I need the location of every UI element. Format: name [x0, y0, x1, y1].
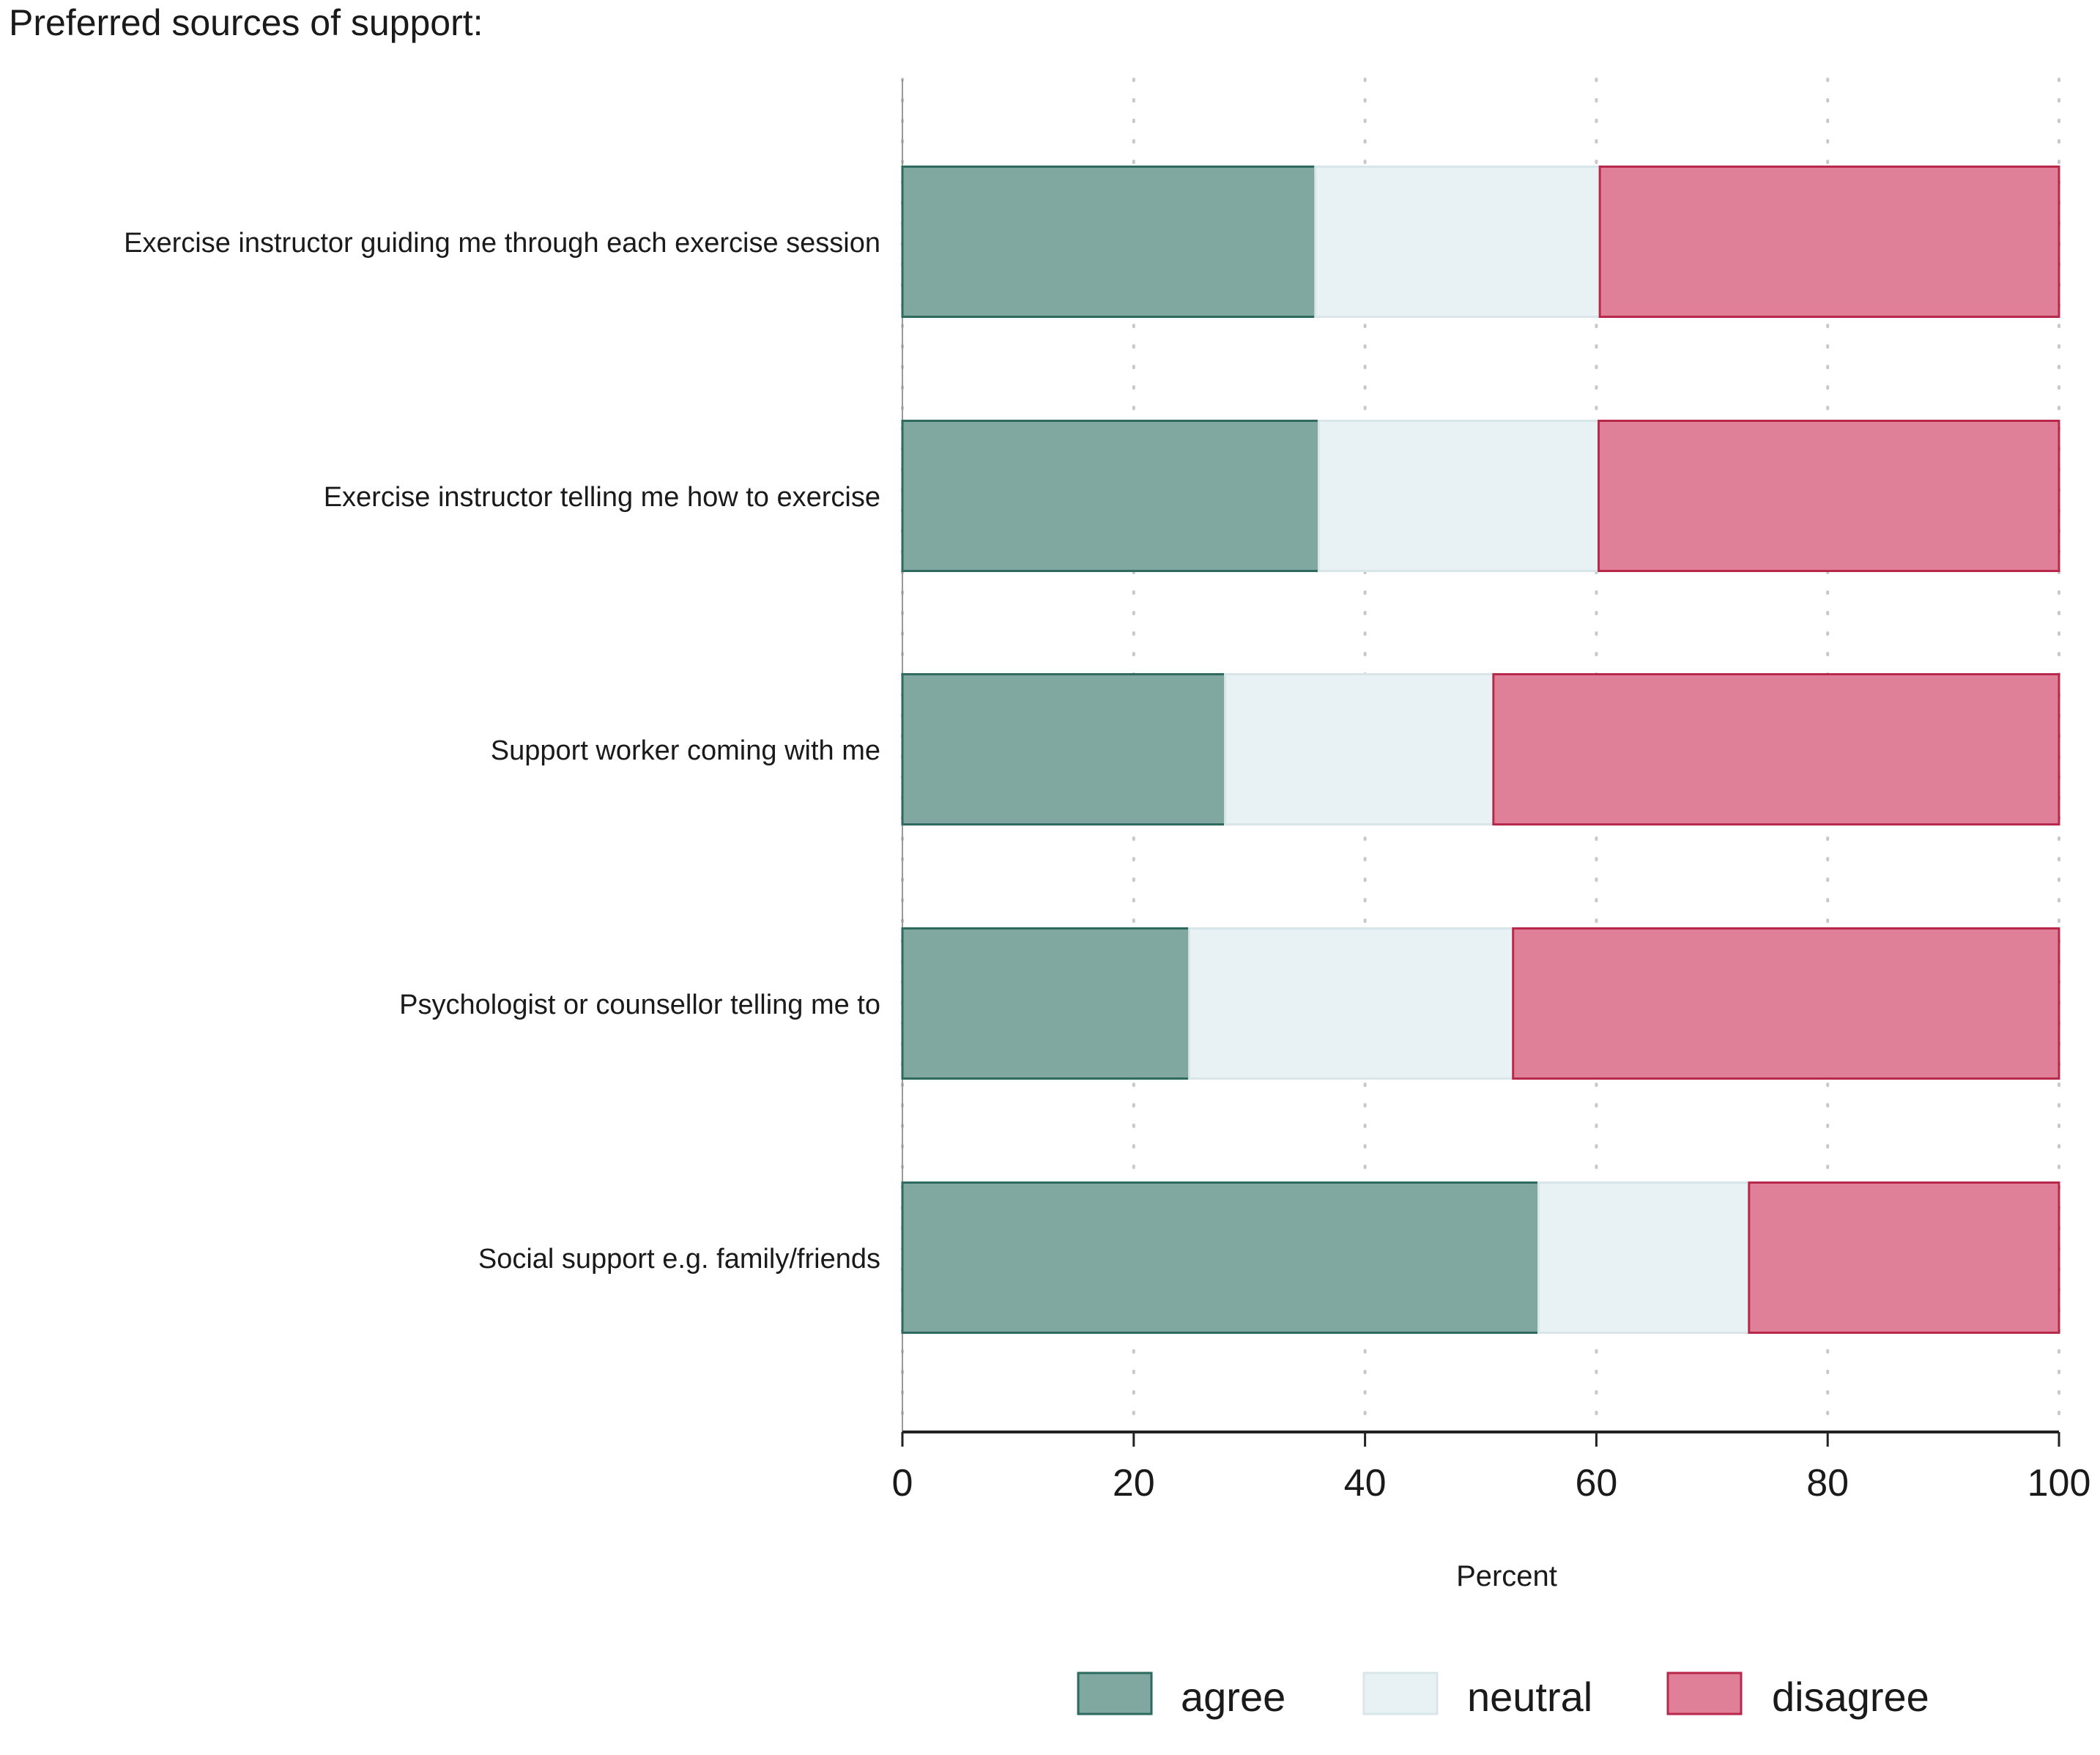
bar-agree [901, 420, 1320, 572]
x-axis-label: Percent [1456, 1560, 1557, 1592]
bar-disagree [1492, 673, 2060, 825]
bar-agree [901, 673, 1227, 825]
legend-swatch-neutral [1362, 1671, 1439, 1715]
bar-agree [901, 1181, 1540, 1334]
category-label: Psychologist or counsellor telling me to [399, 990, 880, 1020]
bar-disagree [1512, 927, 2060, 1080]
x-tick-label: 80 [1806, 1462, 1849, 1504]
x-tick-label: 40 [1344, 1462, 1387, 1504]
bar-agree [901, 166, 1317, 318]
legend-swatch-disagree [1666, 1671, 1743, 1715]
legend-swatch-agree [1077, 1671, 1153, 1715]
x-tick-label: 60 [1575, 1462, 1617, 1504]
chart-title: Preferred sources of support: [9, 2, 483, 43]
x-tick-label: 20 [1113, 1462, 1155, 1504]
bar-disagree [1598, 166, 2060, 318]
bar-disagree [1598, 420, 2060, 572]
bar-neutral [1314, 166, 1601, 318]
legend-label-neutral: neutral [1467, 1674, 1592, 1720]
x-tick-label: 0 [892, 1462, 913, 1504]
legend-label-disagree: disagree [1772, 1674, 1929, 1720]
category-label: Social support e.g. family/friends [478, 1244, 880, 1274]
legend-label-agree: agree [1181, 1674, 1285, 1720]
category-label: Exercise instructor telling me how to ex… [324, 482, 880, 513]
category-label: Support worker coming with me [491, 735, 880, 766]
category-label: Exercise instructor guiding me through e… [124, 228, 880, 259]
bar-neutral [1188, 927, 1515, 1080]
bar-neutral [1224, 673, 1495, 825]
bar-disagree [1748, 1181, 2060, 1334]
bar-neutral [1537, 1181, 1751, 1334]
bar-neutral [1317, 420, 1600, 572]
bar-agree [901, 927, 1191, 1080]
x-tick-label: 100 [2027, 1462, 2091, 1504]
